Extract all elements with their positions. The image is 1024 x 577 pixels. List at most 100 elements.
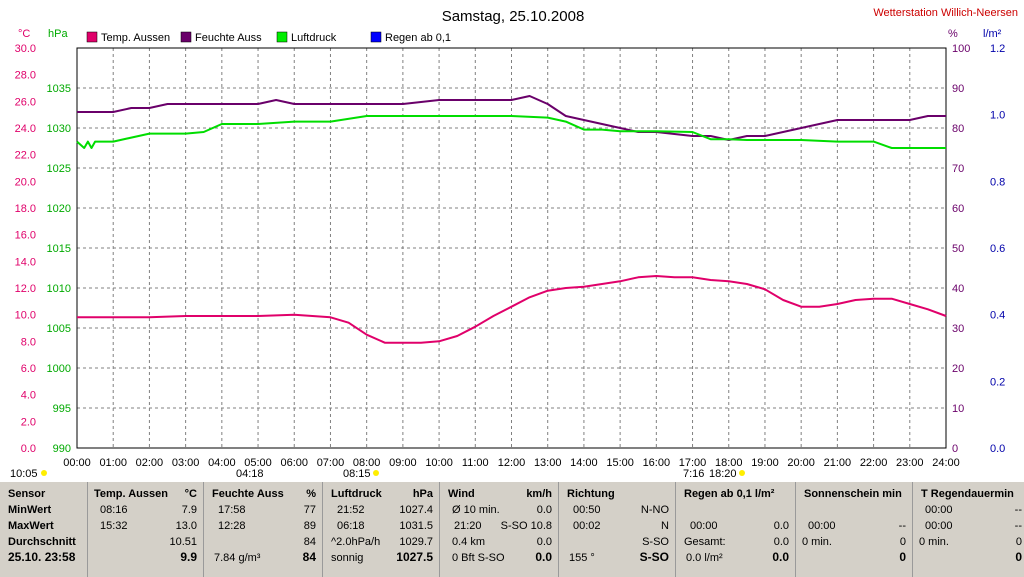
wind-unit: km/h [526,488,552,500]
rain-header: Regen ab 0,1 l/m² [684,488,775,500]
pressure-tick-label: 1000 [47,363,71,375]
chart-grid [76,47,947,449]
temp-tick-label: 12.0 [15,283,36,295]
temp-tick-label: 2.0 [21,416,36,428]
temp-axis-unit: °C [18,28,30,40]
dir-r3-value: S-SO [642,536,669,548]
sun-current-value: 0 [899,550,906,564]
col-wind: Wind km/h Ø 10 min. 0.0 21:20 S-SO 10.8 … [440,482,559,577]
time-tick-label: 05:00 [244,457,272,469]
hum-min-time: 17:58 [218,504,246,516]
humidity-tick-label: 0 [952,443,958,455]
wind-avg-label: Ø 10 min. [452,504,500,516]
time-tick-label: 21:00 [824,457,852,469]
temp-max-value: 13.0 [175,520,197,532]
temp-min-time: 08:16 [100,504,128,516]
dir-degrees: 155 ° [569,552,595,564]
sun-dot-left [41,470,47,476]
humidity-tick-label: 40 [952,283,964,295]
rain-tick-label: 0.6 [990,243,1005,255]
sensor-header: Sensor [8,488,46,500]
rain-axis-unit: l/m² [983,28,1002,40]
humidity-series-line [77,95,946,141]
humidity-tick-label: 20 [952,363,964,375]
dir-r2-time: 00:02 [573,520,601,532]
hum-max-value: 89 [303,520,316,532]
time-tick-label: 22:00 [860,457,888,469]
sun-dot-0815 [373,470,379,476]
temp-tick-label: 16.0 [15,230,36,242]
col-direction: Richtung 00:50 N-NO 00:02 N S-SO 155 ° S… [559,482,676,577]
pressure-tick-label: 995 [53,403,71,415]
time-tick-label: 00:00 [63,457,91,469]
press-current-value: 1027.5 [396,550,433,564]
press-unit: hPa [412,488,433,500]
pressure-tick-label: 1005 [47,323,71,335]
sun-label-1820: 18:20 [709,468,737,480]
hum-header: Feuchte Auss [212,488,284,500]
pressure-tick-label: 1010 [47,283,71,295]
legend-label-rain: Regen ab 0,1 [385,32,451,44]
temp-tick-label: 14.0 [15,256,36,268]
temp-avg-value: 10.51 [169,536,197,548]
time-tick-label: 16:00 [643,457,671,469]
col-pressure: Luftdruck hPa 21:52 1027.4 06:18 1031.5 … [323,482,440,577]
temp-tick-label: 30.0 [15,43,36,55]
wind-distance-value: 0.0 [536,536,552,548]
rain-tick-label: 0.4 [990,310,1005,322]
temp-tick-label: 0.0 [21,443,36,455]
wind-distance: 0.4 km [452,536,486,548]
legend-swatch-temp [86,31,98,43]
press-header: Luftdruck [331,488,382,500]
rain-axis-ticks: 0.0 0.2 0.4 0.6 0.8 1.0 1.2 [990,43,1005,455]
rain-total-value: 0.0 [773,536,789,548]
time-tick-label: 11:00 [462,457,489,469]
sensor-min-label: MinWert [8,504,52,516]
press-max-time: 06:18 [337,520,365,532]
rain-total-label: Gesamt: [684,536,726,548]
rain-tick-label: 1.2 [990,43,1005,55]
press-trend-label: ^2.0hPa/h [331,536,381,548]
time-tick-label: 23:00 [896,457,924,469]
rain-amount: 0.0 l/m² [686,552,723,564]
temp-max-time: 15:32 [100,520,128,532]
time-tick-label: 20:00 [787,457,815,469]
hum-absolute: 7.84 g/m³ [214,552,261,564]
rain-r2-value: 0.0 [773,520,789,532]
time-axis-ticks: 00:00 01:00 02:00 03:00 04:00 05:00 06:00 07:00… [63,457,960,469]
temp-tick-label: 26.0 [15,96,36,108]
pressure-axis-unit: hPa [48,28,68,40]
temp-tick-label: 22.0 [15,150,36,162]
raindur-r2-value: -- [1014,520,1022,532]
time-tick-label: 06:00 [280,457,308,469]
time-tick-label: 18:00 [715,457,743,469]
legend-swatch-pressure [276,31,288,43]
temp-tick-label: 24.0 [15,123,36,135]
raindur-header: T Regendauermin [921,488,1014,500]
chart-title: Samstag, 25.10.2008 [442,8,585,25]
rain-current-value: 0.0 [772,550,789,564]
raindur-total-label: 0 min. [919,536,949,548]
time-tick-label: 13:00 [534,457,562,469]
sun-dot-1820 [739,470,745,476]
col-humidity: Feuchte Auss % 17:58 77 12:28 89 84 7.84… [204,482,323,577]
sun-label-0418: 04:18 [236,468,264,480]
temp-tick-label: 20.0 [15,176,36,188]
sun-r2-time: 00:00 [808,520,836,532]
temp-header: Temp. Aussen [94,488,168,500]
humidity-tick-label: 80 [952,123,964,135]
col-rain: Regen ab 0,1 l/m² 00:00 0.0 Gesamt: 0.0 … [676,482,796,577]
raindur-r2-time: 00:00 [925,520,953,532]
press-min-time: 21:52 [337,504,365,516]
sun-markers: 10:05 04:18 08:15 7:16 18:20 [10,468,745,480]
chart-series [76,95,947,344]
raindur-r1-value: -- [1014,504,1022,516]
temp-current-value: 9.9 [180,550,197,564]
temp-unit: °C [184,488,197,500]
humidity-tick-label: 90 [952,83,964,95]
time-tick-label: 12:00 [498,457,526,469]
time-tick-label: 19:00 [751,457,779,469]
dir-r1-time: 00:50 [573,504,601,516]
col-sensor: Sensor MinWert MaxWert Durchschnitt 25.1… [0,482,88,577]
temp-tick-label: 28.0 [15,70,36,82]
